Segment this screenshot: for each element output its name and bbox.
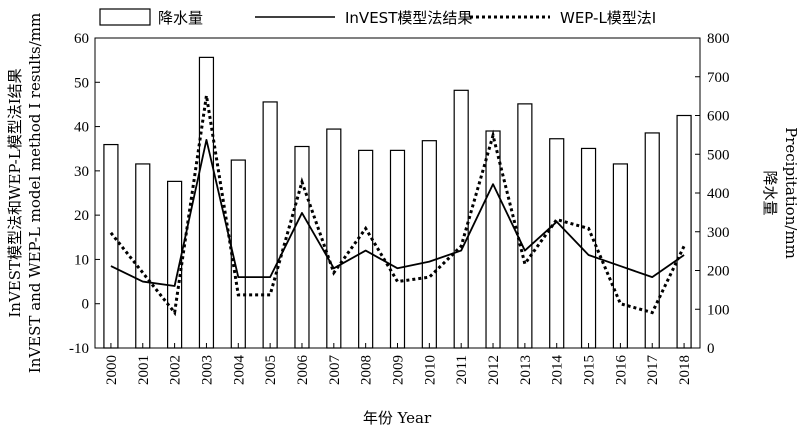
- right-tick-label: 200: [707, 264, 730, 280]
- x-tick-label-2016: 2016: [613, 355, 629, 386]
- precipitation-bar-2009: [389, 149, 406, 349]
- x-tick-label-2009: 2009: [391, 355, 407, 385]
- legend-label-invest: InVEST模型法结果: [345, 9, 472, 27]
- left-tick-label: 10: [74, 252, 89, 268]
- precipitation-bar-2018: [676, 114, 692, 349]
- right-tick-label: 800: [707, 31, 730, 47]
- left-axis-title-cn: InVEST模型法和WEP-L模型法I结果: [6, 68, 24, 317]
- x-axis: 2000 2001 2002 2003 2004 2005 2006 2007 2008 2009…: [104, 343, 693, 385]
- x-tick-label-2014: 2014: [550, 355, 566, 386]
- line-group: [109, 95, 686, 317]
- x-tick-label-2010: 2010: [422, 355, 438, 385]
- x-tick-label-2018: 2018: [677, 355, 693, 385]
- right-tick-label: 700: [707, 70, 730, 86]
- right-axis: 0 100 200 300 400 500 600 700 800: [695, 31, 730, 357]
- left-tick-label: -10: [69, 341, 89, 357]
- x-tick-label-2002: 2002: [168, 355, 184, 385]
- bar-group: [103, 56, 692, 349]
- x-tick-label-2008: 2008: [359, 355, 375, 385]
- x-axis-title: 年份 Year: [363, 409, 432, 427]
- x-tick-label-2006: 2006: [295, 355, 311, 386]
- right-tick-label: 500: [707, 147, 730, 163]
- right-tick-label: 600: [707, 109, 730, 125]
- left-tick-label: 40: [74, 120, 89, 136]
- left-tick-label: 50: [74, 75, 89, 91]
- precipitation-bar-2006: [294, 145, 310, 349]
- right-tick-label: 100: [707, 302, 730, 318]
- wepl-line: [109, 95, 686, 317]
- left-axis: -10 0 10 20 30 40 50 60: [69, 31, 100, 357]
- x-tick-label-2001: 2001: [136, 355, 152, 385]
- left-tick-label: 30: [74, 164, 89, 180]
- precipitation-bar-2014: [549, 138, 565, 349]
- left-tick-label: 60: [74, 31, 89, 47]
- precipitation-bar-2013: [517, 103, 533, 349]
- precipitation-bar-2015: [580, 147, 597, 349]
- legend-swatch-precipitation: [99, 8, 151, 26]
- right-tick-label: 300: [707, 225, 730, 241]
- precipitation-bar-2012: [485, 130, 501, 349]
- x-tick-label-2004: 2004: [231, 355, 247, 386]
- precipitation-bar-2008: [358, 149, 374, 349]
- left-tick-label: 20: [74, 208, 89, 224]
- precipitation-bar-2017: [644, 132, 660, 349]
- x-tick-label-2007: 2007: [327, 355, 343, 386]
- right-tick-label: 0: [707, 341, 715, 357]
- left-axis-title-en: InVEST and WEP-L model method I results/…: [26, 13, 44, 373]
- legend-label-precipitation: 降水量: [158, 9, 203, 27]
- x-tick-label-2012: 2012: [486, 355, 502, 385]
- precipitation-bar-2000: [103, 143, 119, 349]
- precipitation-bar-2016: [612, 163, 628, 349]
- precipitation-bar-2011: [453, 89, 469, 349]
- legend-label-wepl: WEP-L模型法I: [560, 9, 656, 27]
- x-tick-label-2015: 2015: [582, 355, 598, 385]
- legend: 降水量 InVEST模型法结果 WEP-L模型法I: [99, 8, 656, 27]
- precipitation-bar-2001: [135, 163, 151, 349]
- x-tick-label-2017: 2017: [645, 355, 661, 386]
- precipitation-bar-2010: [421, 140, 437, 349]
- right-axis-title-en: Precipitation/mm: [782, 127, 800, 259]
- invest-line: [110, 138, 685, 287]
- precipitation-bar-2007: [326, 128, 342, 349]
- right-tick-label: 400: [707, 186, 730, 202]
- x-tick-label-2013: 2013: [518, 355, 534, 385]
- right-axis-title-cn: 降水量: [761, 170, 779, 215]
- x-tick-label-2000: 2000: [104, 355, 120, 385]
- x-tick-label-2003: 2003: [199, 355, 215, 385]
- x-tick-label-2005: 2005: [263, 355, 279, 385]
- precipitation-bar-2005: [262, 101, 278, 349]
- x-tick-label-2011: 2011: [454, 355, 470, 384]
- left-tick-label: 0: [82, 297, 90, 313]
